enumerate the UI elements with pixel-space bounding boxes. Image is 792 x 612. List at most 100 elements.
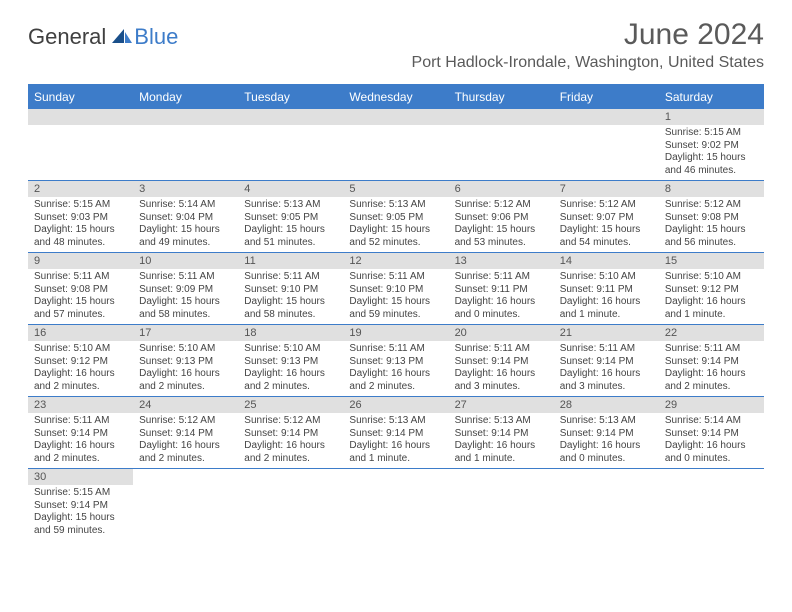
day-cell: 20Sunrise: 5:11 AMSunset: 9:14 PMDayligh… <box>449 325 554 396</box>
day-content: Sunrise: 5:11 AMSunset: 9:14 PMDaylight:… <box>554 341 659 396</box>
day-content: Sunrise: 5:13 AMSunset: 9:14 PMDaylight:… <box>449 413 554 468</box>
day-number: 12 <box>343 253 448 269</box>
day-number: 18 <box>238 325 343 341</box>
sunrise-text: Sunrise: 5:12 AM <box>139 415 234 428</box>
logo-text-main: General <box>28 24 106 50</box>
day-cell <box>133 109 238 180</box>
week-row: 23Sunrise: 5:11 AMSunset: 9:14 PMDayligh… <box>28 397 764 469</box>
daylight-text: Daylight: 16 hours and 1 minute. <box>349 440 444 465</box>
sunrise-text: Sunrise: 5:13 AM <box>349 415 444 428</box>
day-cell: 14Sunrise: 5:10 AMSunset: 9:11 PMDayligh… <box>554 253 659 324</box>
sunrise-text: Sunrise: 5:10 AM <box>34 343 129 356</box>
sunrise-text: Sunrise: 5:11 AM <box>139 271 234 284</box>
day-cell: 15Sunrise: 5:10 AMSunset: 9:12 PMDayligh… <box>659 253 764 324</box>
day-content: Sunrise: 5:15 AMSunset: 9:03 PMDaylight:… <box>28 197 133 252</box>
weekday-header-row: SundayMondayTuesdayWednesdayThursdayFrid… <box>28 86 764 109</box>
month-title: June 2024 <box>412 18 764 52</box>
day-content: Sunrise: 5:10 AMSunset: 9:12 PMDaylight:… <box>659 269 764 324</box>
sunset-text: Sunset: 9:14 PM <box>560 356 655 369</box>
sunrise-text: Sunrise: 5:11 AM <box>34 415 129 428</box>
sunset-text: Sunset: 9:13 PM <box>349 356 444 369</box>
sunset-text: Sunset: 9:10 PM <box>349 284 444 297</box>
calendar-grid: SundayMondayTuesdayWednesdayThursdayFrid… <box>28 84 764 540</box>
sunrise-text: Sunrise: 5:14 AM <box>665 415 760 428</box>
daylight-text: Daylight: 16 hours and 2 minutes. <box>349 368 444 393</box>
day-number: 10 <box>133 253 238 269</box>
day-cell: 11Sunrise: 5:11 AMSunset: 9:10 PMDayligh… <box>238 253 343 324</box>
day-content: Sunrise: 5:11 AMSunset: 9:08 PMDaylight:… <box>28 269 133 324</box>
sunrise-text: Sunrise: 5:13 AM <box>349 199 444 212</box>
daylight-text: Daylight: 15 hours and 57 minutes. <box>34 296 129 321</box>
sunset-text: Sunset: 9:06 PM <box>455 212 550 225</box>
sunset-text: Sunset: 9:02 PM <box>665 140 760 153</box>
day-number: 6 <box>449 181 554 197</box>
day-number: 28 <box>554 397 659 413</box>
sunrise-text: Sunrise: 5:11 AM <box>34 271 129 284</box>
day-content: Sunrise: 5:11 AMSunset: 9:14 PMDaylight:… <box>449 341 554 396</box>
day-number: 26 <box>343 397 448 413</box>
day-content: Sunrise: 5:14 AMSunset: 9:14 PMDaylight:… <box>659 413 764 468</box>
sunrise-text: Sunrise: 5:15 AM <box>34 487 129 500</box>
sunset-text: Sunset: 9:05 PM <box>349 212 444 225</box>
sunrise-text: Sunrise: 5:10 AM <box>139 343 234 356</box>
sunset-text: Sunset: 9:12 PM <box>34 356 129 369</box>
day-content: Sunrise: 5:12 AMSunset: 9:14 PMDaylight:… <box>133 413 238 468</box>
day-content: Sunrise: 5:11 AMSunset: 9:09 PMDaylight:… <box>133 269 238 324</box>
daylight-text: Daylight: 16 hours and 3 minutes. <box>560 368 655 393</box>
daylight-text: Daylight: 15 hours and 52 minutes. <box>349 224 444 249</box>
day-content: Sunrise: 5:10 AMSunset: 9:11 PMDaylight:… <box>554 269 659 324</box>
day-cell <box>343 109 448 180</box>
day-content: Sunrise: 5:10 AMSunset: 9:13 PMDaylight:… <box>133 341 238 396</box>
logo-text-sub: Blue <box>134 24 178 50</box>
week-row: 30Sunrise: 5:15 AMSunset: 9:14 PMDayligh… <box>28 469 764 540</box>
day-cell: 4Sunrise: 5:13 AMSunset: 9:05 PMDaylight… <box>238 181 343 252</box>
sunset-text: Sunset: 9:14 PM <box>455 356 550 369</box>
sunset-text: Sunset: 9:03 PM <box>34 212 129 225</box>
day-content: Sunrise: 5:14 AMSunset: 9:04 PMDaylight:… <box>133 197 238 252</box>
sunrise-text: Sunrise: 5:11 AM <box>349 343 444 356</box>
sunset-text: Sunset: 9:04 PM <box>139 212 234 225</box>
daylight-text: Daylight: 15 hours and 59 minutes. <box>34 512 129 537</box>
daylight-text: Daylight: 16 hours and 1 minute. <box>560 296 655 321</box>
sail-icon <box>110 27 134 45</box>
daylight-text: Daylight: 15 hours and 54 minutes. <box>560 224 655 249</box>
day-content: Sunrise: 5:13 AMSunset: 9:14 PMDaylight:… <box>343 413 448 468</box>
day-number: 21 <box>554 325 659 341</box>
daylight-text: Daylight: 15 hours and 56 minutes. <box>665 224 760 249</box>
day-number-empty <box>343 109 448 125</box>
day-content: Sunrise: 5:11 AMSunset: 9:11 PMDaylight:… <box>449 269 554 324</box>
weekday-header: Friday <box>554 86 659 109</box>
daylight-text: Daylight: 16 hours and 2 minutes. <box>34 440 129 465</box>
day-cell <box>343 469 448 540</box>
day-cell: 30Sunrise: 5:15 AMSunset: 9:14 PMDayligh… <box>28 469 133 540</box>
day-cell: 6Sunrise: 5:12 AMSunset: 9:06 PMDaylight… <box>449 181 554 252</box>
daylight-text: Daylight: 15 hours and 58 minutes. <box>244 296 339 321</box>
day-cell <box>659 469 764 540</box>
day-cell <box>238 469 343 540</box>
sunrise-text: Sunrise: 5:13 AM <box>455 415 550 428</box>
sunrise-text: Sunrise: 5:11 AM <box>244 271 339 284</box>
title-block: June 2024 Port Hadlock-Irondale, Washing… <box>412 18 764 72</box>
sunrise-text: Sunrise: 5:13 AM <box>560 415 655 428</box>
weekday-header: Wednesday <box>343 86 448 109</box>
day-cell: 10Sunrise: 5:11 AMSunset: 9:09 PMDayligh… <box>133 253 238 324</box>
day-content: Sunrise: 5:12 AMSunset: 9:08 PMDaylight:… <box>659 197 764 252</box>
day-cell: 12Sunrise: 5:11 AMSunset: 9:10 PMDayligh… <box>343 253 448 324</box>
day-cell: 28Sunrise: 5:13 AMSunset: 9:14 PMDayligh… <box>554 397 659 468</box>
sunset-text: Sunset: 9:08 PM <box>34 284 129 297</box>
sunrise-text: Sunrise: 5:15 AM <box>34 199 129 212</box>
day-cell <box>28 109 133 180</box>
day-number-empty <box>28 109 133 125</box>
daylight-text: Daylight: 15 hours and 53 minutes. <box>455 224 550 249</box>
day-cell: 9Sunrise: 5:11 AMSunset: 9:08 PMDaylight… <box>28 253 133 324</box>
day-number: 23 <box>28 397 133 413</box>
sunrise-text: Sunrise: 5:12 AM <box>665 199 760 212</box>
day-content: Sunrise: 5:12 AMSunset: 9:07 PMDaylight:… <box>554 197 659 252</box>
day-cell: 26Sunrise: 5:13 AMSunset: 9:14 PMDayligh… <box>343 397 448 468</box>
daylight-text: Daylight: 15 hours and 48 minutes. <box>34 224 129 249</box>
sunset-text: Sunset: 9:08 PM <box>665 212 760 225</box>
daylight-text: Daylight: 16 hours and 3 minutes. <box>455 368 550 393</box>
day-cell <box>554 469 659 540</box>
sunset-text: Sunset: 9:11 PM <box>455 284 550 297</box>
daylight-text: Daylight: 16 hours and 0 minutes. <box>560 440 655 465</box>
